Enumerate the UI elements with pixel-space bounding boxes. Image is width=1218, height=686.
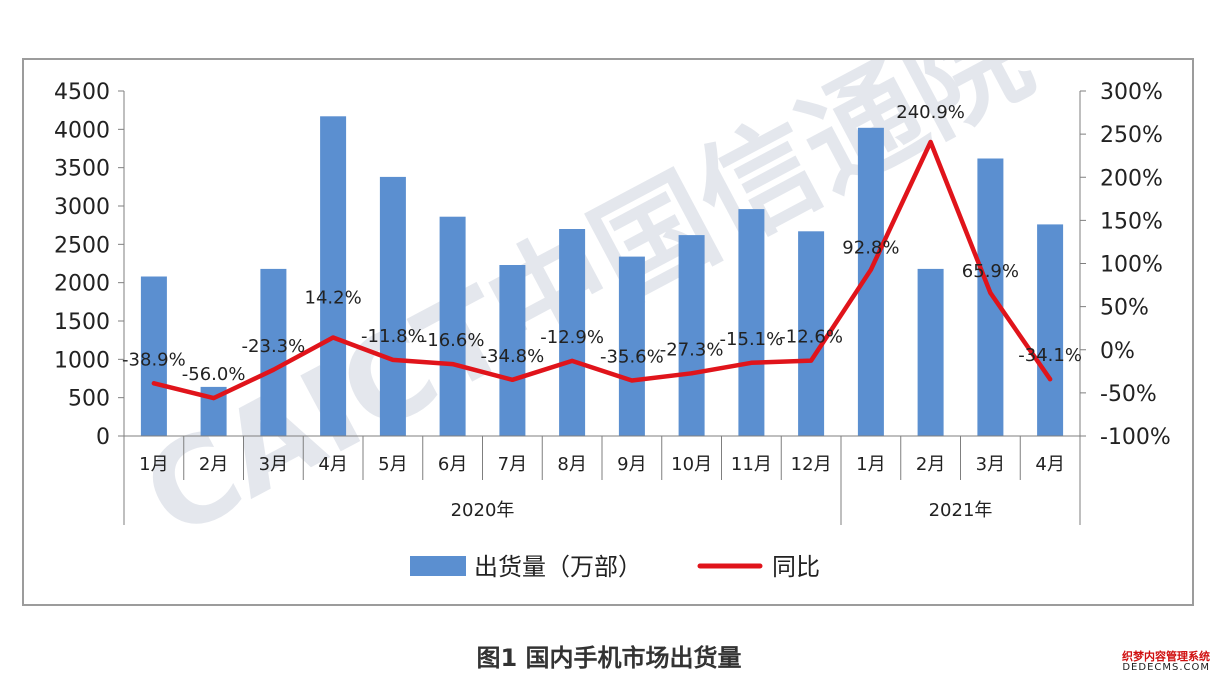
yoy-data-label: -11.8% — [361, 326, 425, 347]
right-tick-label: 0% — [1100, 339, 1135, 364]
chart-svg: CAICT中国信通院050010001500200025003000350040… — [54, 60, 1171, 581]
yoy-point-16 — [1048, 377, 1053, 382]
yoy-point-7 — [510, 377, 515, 382]
x-tick-label: 7月 — [498, 454, 527, 475]
yoy-point-13 — [868, 267, 873, 272]
x-tick-label: 2月 — [199, 454, 228, 475]
yoy-point-10 — [689, 371, 694, 376]
left-tick-label: 2500 — [54, 233, 110, 258]
left-tick-label: 2000 — [54, 272, 110, 297]
right-tick-label: 300% — [1100, 80, 1163, 105]
yoy-point-11 — [749, 360, 754, 365]
yoy-data-label: -23.3% — [242, 336, 306, 357]
yoy-data-label: 240.9% — [896, 102, 965, 123]
yoy-point-5 — [390, 357, 395, 362]
bar-9 — [618, 256, 645, 436]
group-label: 2020年 — [451, 500, 515, 521]
yoy-data-label: -35.6% — [600, 347, 664, 368]
legend-line-label: 同比 — [772, 553, 820, 581]
left-tick-label: 1000 — [54, 348, 110, 373]
yoy-data-label: -12.9% — [540, 327, 604, 348]
x-tick-label: 11月 — [731, 454, 772, 475]
x-tick-label: 10月 — [671, 454, 712, 475]
yoy-point-14 — [928, 140, 933, 144]
yoy-point-8 — [570, 358, 575, 363]
yoy-point-6 — [450, 362, 455, 367]
bar-16 — [1037, 224, 1064, 436]
yoy-data-label: -27.3% — [660, 339, 724, 360]
left-tick-label: 3500 — [54, 157, 110, 182]
yoy-data-label: -15.1% — [720, 329, 784, 350]
x-tick-label: 8月 — [557, 454, 586, 475]
x-tick-label: 9月 — [617, 454, 646, 475]
bar-12 — [798, 231, 825, 436]
right-tick-label: 100% — [1100, 253, 1163, 278]
left-tick-label: 4500 — [54, 80, 110, 105]
yoy-line — [151, 139, 1053, 401]
yoy-point-1 — [151, 381, 156, 386]
x-tick-label: 4月 — [1035, 454, 1064, 475]
yoy-data-label: -38.9% — [122, 349, 186, 370]
yoy-data-label: -34.1% — [1018, 345, 1082, 366]
bar-14 — [917, 268, 944, 436]
yoy-data-label: -34.8% — [481, 346, 545, 367]
yoy-point-9 — [629, 378, 634, 383]
yoy-data-label: 92.8% — [842, 238, 899, 259]
bar-4 — [320, 116, 347, 437]
bar-1 — [140, 276, 167, 436]
bar-15 — [977, 158, 1004, 436]
yoy-data-label: -56.0% — [182, 364, 246, 385]
yoy-point-2 — [211, 396, 216, 401]
x-tick-label: 1月 — [856, 454, 885, 475]
left-tick-label: 0 — [96, 425, 110, 450]
bar-5 — [379, 176, 406, 436]
yoy-point-12 — [809, 358, 814, 363]
legend-bar-swatch — [410, 556, 466, 576]
x-tick-label: 2月 — [916, 454, 945, 475]
yoy-point-4 — [331, 335, 336, 340]
figure-caption: 图1 国内手机市场出货量 — [476, 644, 742, 672]
left-tick-label: 4000 — [54, 118, 110, 143]
site-watermark-line1: 织梦内容管理系统 — [1122, 650, 1210, 663]
x-tick-label: 6月 — [438, 454, 467, 475]
right-tick-label: 200% — [1100, 166, 1163, 191]
right-tick-label: -50% — [1100, 382, 1157, 407]
yoy-data-label: -16.6% — [421, 330, 485, 351]
bar-8 — [559, 229, 586, 436]
right-tick-label: -100% — [1100, 425, 1171, 450]
bar-10 — [678, 235, 705, 436]
site-watermark: 织梦内容管理系统 DEDECMS.COM — [1122, 651, 1210, 673]
yoy-data-label: -12.6% — [779, 327, 843, 348]
chart-frame: CAICT中国信通院 0 500 1000 1500 2000 2500 3000 3500 40… — [22, 58, 1194, 606]
x-tick-label: 4月 — [318, 454, 347, 475]
left-tick-label: 500 — [68, 387, 110, 412]
left-tick-label: 1500 — [54, 310, 110, 335]
x-tick-label: 12月 — [791, 454, 832, 475]
right-tick-label: 250% — [1100, 123, 1163, 148]
x-tick-label: 5月 — [378, 454, 407, 475]
legend-bar-label: 出货量（万部） — [474, 553, 642, 581]
group-label: 2021年 — [929, 500, 993, 521]
yoy-data-label: 14.2% — [305, 288, 362, 309]
right-tick-label: 150% — [1100, 209, 1163, 234]
x-tick-label: 3月 — [259, 454, 288, 475]
x-tick-label: 3月 — [976, 454, 1005, 475]
bar-11 — [738, 209, 765, 436]
right-tick-label: 50% — [1100, 296, 1149, 321]
left-tick-label: 3000 — [54, 195, 110, 220]
x-tick-label: 1月 — [139, 454, 168, 475]
yoy-point-15 — [988, 290, 993, 295]
site-watermark-line2: DEDECMS.COM — [1122, 661, 1210, 673]
yoy-point-3 — [271, 367, 276, 372]
bar-6 — [439, 216, 466, 436]
bar-3 — [260, 268, 287, 436]
bar-7 — [499, 265, 526, 436]
yoy-data-label: 65.9% — [962, 261, 1019, 282]
